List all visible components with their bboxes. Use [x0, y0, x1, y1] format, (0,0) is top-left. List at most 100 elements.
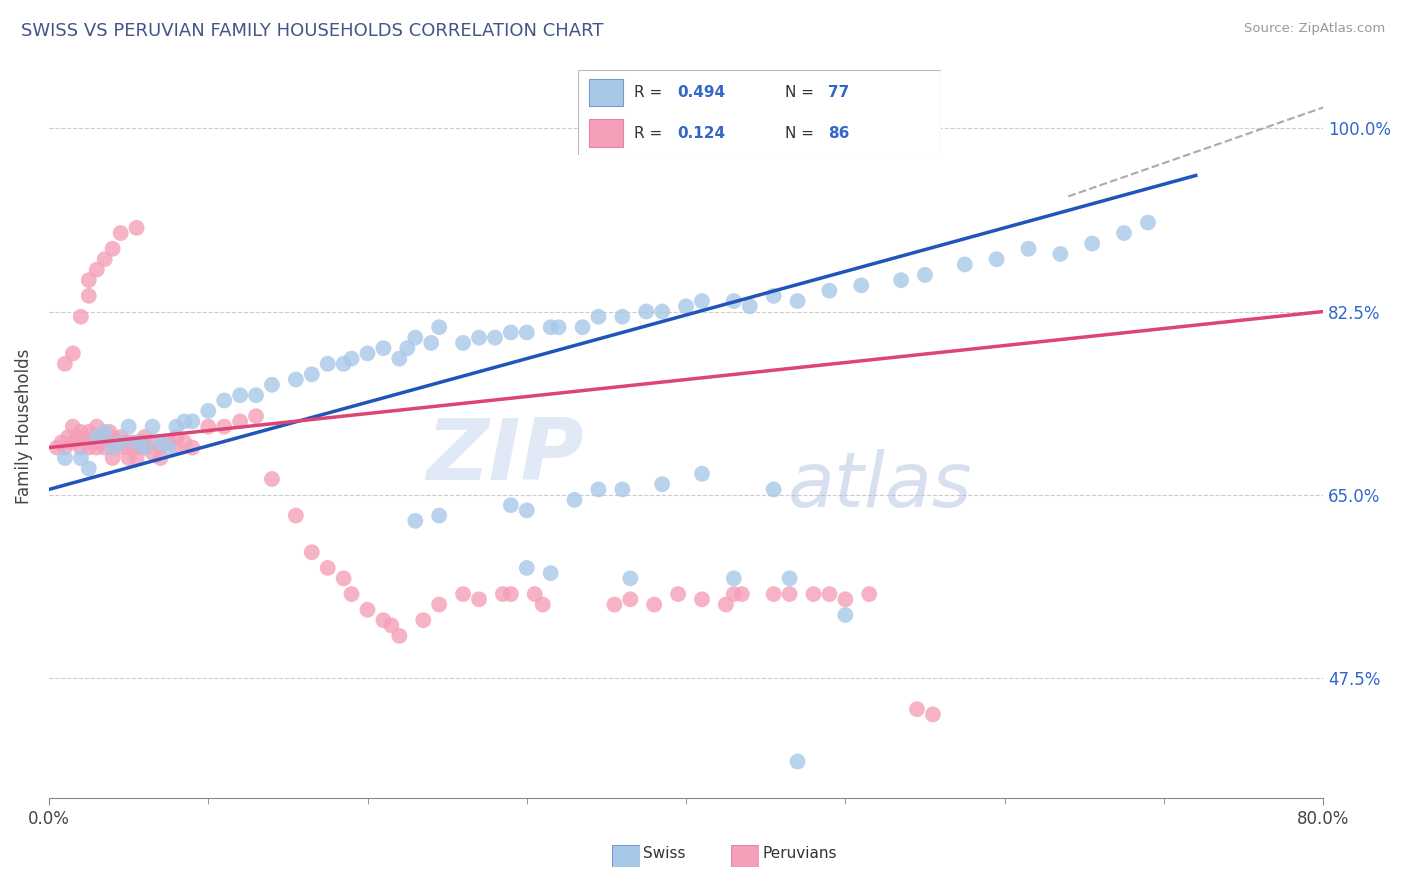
Point [523, 587, 546, 601]
Point [779, 587, 801, 601]
Text: SWISS VS PERUVIAN FAMILY HOUSEHOLDS CORRELATION CHART: SWISS VS PERUVIAN FAMILY HOUSEHOLDS CORR… [21, 22, 603, 40]
Point [340, 351, 363, 366]
Point [149, 435, 172, 450]
Point [858, 587, 880, 601]
Point [141, 419, 163, 434]
Point [451, 335, 474, 350]
Point [86, 419, 108, 434]
Point [62, 419, 84, 434]
Point [131, 435, 153, 450]
Point [468, 592, 491, 607]
Point [499, 498, 522, 512]
Text: Peruvians: Peruvians [762, 847, 837, 861]
Point [499, 587, 522, 601]
Point [851, 278, 873, 293]
Point [117, 441, 139, 455]
Point [173, 414, 195, 428]
Point [412, 613, 434, 627]
Point [62, 346, 84, 360]
Point [404, 331, 426, 345]
Point [62, 435, 84, 450]
Point [117, 450, 139, 465]
Point [723, 571, 745, 585]
Point [723, 294, 745, 309]
Point [690, 467, 713, 481]
Point [340, 587, 363, 601]
Point [388, 629, 411, 643]
Point [101, 441, 124, 455]
Point [56, 430, 79, 444]
Point [110, 435, 132, 450]
Point [675, 299, 697, 313]
Point [197, 404, 219, 418]
Point [373, 613, 395, 627]
Point [301, 545, 323, 559]
Point [229, 388, 252, 402]
Point [86, 441, 108, 455]
Point [388, 351, 411, 366]
Point [125, 435, 148, 450]
Point [1136, 216, 1159, 230]
Point [451, 587, 474, 601]
Point [121, 435, 143, 450]
Point [731, 587, 754, 601]
Point [484, 331, 506, 345]
Text: ZIP: ZIP [426, 415, 583, 498]
Point [516, 326, 538, 340]
Point [51, 435, 73, 450]
Point [404, 514, 426, 528]
Point [380, 618, 402, 632]
Point [651, 304, 673, 318]
Point [245, 409, 267, 424]
Point [690, 592, 713, 607]
Point [356, 346, 378, 360]
Point [427, 320, 450, 334]
Point [104, 435, 127, 450]
Point [714, 598, 737, 612]
Point [636, 304, 658, 318]
Point [890, 273, 912, 287]
Point [571, 320, 593, 334]
Point [157, 441, 180, 455]
Point [77, 425, 100, 439]
Point [125, 450, 148, 465]
Point [619, 571, 641, 585]
Point [762, 289, 785, 303]
Point [101, 450, 124, 465]
Point [818, 284, 841, 298]
Point [134, 441, 156, 455]
Point [101, 441, 124, 455]
Point [953, 257, 976, 271]
Point [69, 310, 91, 324]
Point [77, 273, 100, 287]
Point [157, 435, 180, 450]
Point [93, 425, 115, 439]
Point [986, 252, 1008, 267]
Point [93, 430, 115, 444]
Point [690, 294, 713, 309]
Point [547, 320, 569, 334]
Point [125, 220, 148, 235]
Point [612, 310, 634, 324]
Point [803, 587, 825, 601]
Point [922, 707, 945, 722]
Point [212, 393, 235, 408]
Y-axis label: Family Households: Family Households [15, 349, 32, 504]
Point [101, 430, 124, 444]
Point [373, 341, 395, 355]
Point [212, 419, 235, 434]
Point [181, 414, 204, 428]
Point [45, 441, 67, 455]
Point [260, 377, 283, 392]
Point [134, 441, 156, 455]
Point [165, 419, 187, 434]
Point [134, 430, 156, 444]
Point [332, 571, 354, 585]
Point [181, 441, 204, 455]
Point [69, 441, 91, 455]
Point [603, 598, 626, 612]
Point [229, 414, 252, 428]
Point [141, 446, 163, 460]
Point [396, 341, 419, 355]
Point [98, 425, 121, 439]
